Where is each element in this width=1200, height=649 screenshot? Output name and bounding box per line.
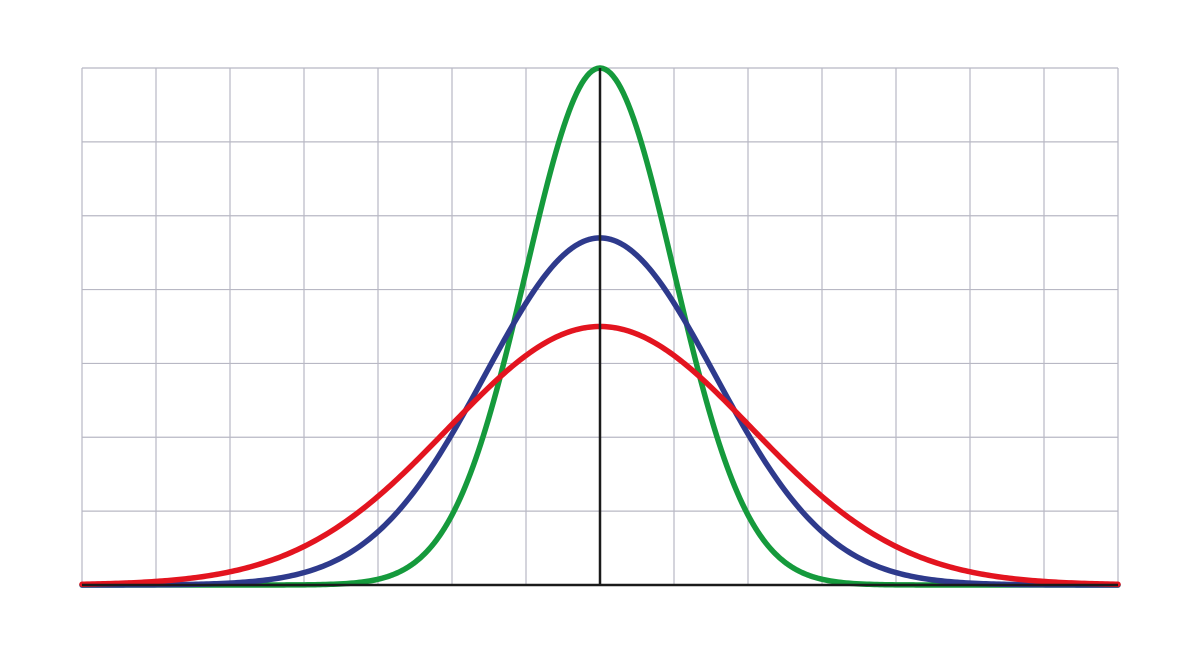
chart-axes xyxy=(82,68,1118,587)
